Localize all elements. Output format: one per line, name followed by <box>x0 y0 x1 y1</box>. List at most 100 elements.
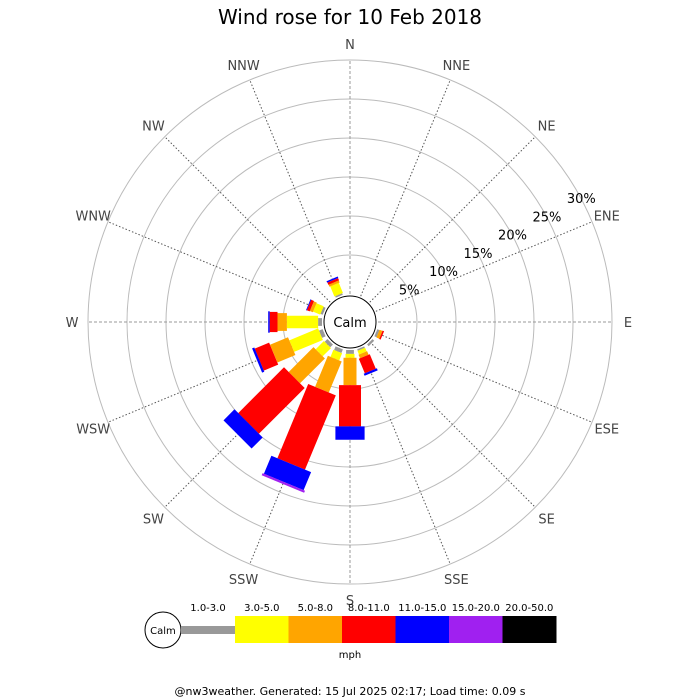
bar-w-bin-4 <box>268 311 270 333</box>
speed-legend: Calm 1.0-3.0 3.0-5.0 5.0-8.0 8.0-11.0 11.0-15… <box>144 603 557 661</box>
bar-nnw-bin-3 <box>327 278 339 285</box>
legend-label-4: 11.0-15.0 <box>398 603 446 614</box>
direction-label-nw: NW <box>142 119 165 134</box>
bar-ese-bin-3 <box>379 330 385 340</box>
bar-s-bin-0 <box>346 350 354 354</box>
bar-wsw-bin-1 <box>289 328 323 352</box>
bar-sse-bin-4 <box>363 368 378 376</box>
bar-s-bin-2 <box>343 357 357 386</box>
direction-label-se: SE <box>538 513 554 528</box>
ring-label-3: 15% <box>464 247 493 262</box>
direction-label-ene: ENE <box>594 210 620 225</box>
bar-sw-bin-4 <box>223 409 263 449</box>
legend-swatch-5 <box>449 616 503 643</box>
direction-label-e: E <box>624 316 632 331</box>
grid-spoke-ese <box>375 332 593 423</box>
bar-ssw-bin-3 <box>277 384 336 470</box>
bar-wnw-bin-0 <box>320 306 326 315</box>
bar-w-bin-0 <box>318 318 322 326</box>
legend-swatch-3 <box>342 616 396 643</box>
bar-nnw-bin-2 <box>328 280 340 287</box>
bar-ssw-bin-4 <box>263 455 312 491</box>
bar-sse-bin-1 <box>357 347 367 355</box>
bar-ese-bin-2 <box>376 329 383 339</box>
bar-wnw-bin-3 <box>306 299 314 312</box>
direction-label-ese: ESE <box>594 422 619 437</box>
bar-se-bin-0 <box>367 339 375 347</box>
bar-nnw-bin-0 <box>335 293 343 298</box>
bar-s-bin-1 <box>345 353 355 358</box>
grid-spoke-nw <box>164 136 331 303</box>
bar-ssw-bin-2 <box>315 355 342 393</box>
bar-sw-bin-3 <box>238 367 305 434</box>
legend-label-6: 20.0-50.0 <box>505 603 553 614</box>
direction-label-s: S <box>346 594 354 609</box>
bar-sse-bin-0 <box>357 346 365 351</box>
grid-ring <box>87 59 613 585</box>
calm-label: Calm <box>333 316 366 331</box>
legend-swatch-6 <box>502 616 557 643</box>
legend-swatch-0 <box>181 626 235 634</box>
bar-wnw-bin-4 <box>306 299 312 311</box>
bar-ese-bin-0 <box>374 329 380 338</box>
bar-wsw-bin-0 <box>319 329 326 338</box>
grid-spoke-sse <box>360 347 451 565</box>
bar-w-bin-3 <box>269 311 278 333</box>
legend-swatch-1 <box>235 616 289 643</box>
direction-label-w: W <box>66 316 79 331</box>
bar-nnw-bin-4 <box>326 276 339 283</box>
grid-spoke-nne <box>360 79 451 297</box>
footer-text: @nw3weather. Generated: 15 Jul 2025 02:1… <box>175 685 526 698</box>
bar-ssw-bin-0 <box>334 346 343 353</box>
bar-ssw-bin-5 <box>261 473 305 493</box>
grid-spoke-ene <box>375 221 593 312</box>
bar-sse-bin-2 <box>358 351 369 359</box>
bar-wsw-bin-4 <box>252 347 265 373</box>
legend-label-5: 15.0-20.0 <box>452 603 500 614</box>
legend-label-1: 3.0-5.0 <box>244 603 279 614</box>
bar-wsw-bin-2 <box>270 337 296 363</box>
bar-sw-bin-0 <box>324 339 333 348</box>
grid-spoke-wnw <box>107 221 325 312</box>
direction-label-nne: NNE <box>443 59 471 74</box>
direction-label-n: N <box>345 38 355 53</box>
wind-bars <box>223 276 385 493</box>
grid-spoke-ne <box>369 136 536 303</box>
ring-labels: 5% 10% 15% 20% 25% 30% <box>399 192 596 299</box>
bar-ssw-bin-1 <box>330 349 343 361</box>
bar-wnw-bin-2 <box>309 301 317 313</box>
calm-circle <box>323 295 377 349</box>
bar-w-bin-1 <box>286 315 319 329</box>
chart-title: Wind rose for 10 Feb 2018 <box>218 5 482 29</box>
bar-nnw-bin-1 <box>330 282 343 297</box>
legend-label-0: 1.0-3.0 <box>190 603 225 614</box>
ring-label-5: 25% <box>532 210 561 225</box>
grid-spoke-nnw <box>249 79 340 297</box>
ring-label-4: 20% <box>498 229 527 244</box>
ring-label-6: 30% <box>567 192 596 207</box>
direction-label-wsw: WSW <box>76 422 110 437</box>
bar-s-bin-4 <box>335 426 365 440</box>
legend-swatch-2 <box>288 616 343 643</box>
direction-label-ne: NE <box>538 119 556 134</box>
legend-label-2: 5.0-8.0 <box>298 603 333 614</box>
direction-label-wnw: WNW <box>75 210 111 225</box>
legend-swatch-4 <box>395 616 450 643</box>
direction-label-sse: SSE <box>444 573 469 588</box>
legend-units: mph <box>339 650 361 661</box>
bar-sw-bin-2 <box>288 347 325 384</box>
bar-w-bin-2 <box>277 313 287 331</box>
bar-wsw-bin-3 <box>254 342 279 371</box>
direction-label-nnw: NNW <box>227 59 259 74</box>
calm-center: Calm <box>323 295 377 349</box>
legend-label-3: 8.0-11.0 <box>348 603 390 614</box>
direction-label-ssw: SSW <box>229 573 259 588</box>
direction-labels: N NNE NE ENE E ESE SE SSE S SSW SW WSW W WNW NW NNW <box>66 38 633 609</box>
bar-s-bin-3 <box>339 385 361 427</box>
bar-sse-bin-3 <box>358 354 376 374</box>
legend-calm-label: Calm <box>150 626 176 637</box>
ring-label-1: 5% <box>399 284 420 299</box>
ring-label-2: 10% <box>429 265 458 280</box>
bar-wnw-bin-1 <box>313 303 324 315</box>
